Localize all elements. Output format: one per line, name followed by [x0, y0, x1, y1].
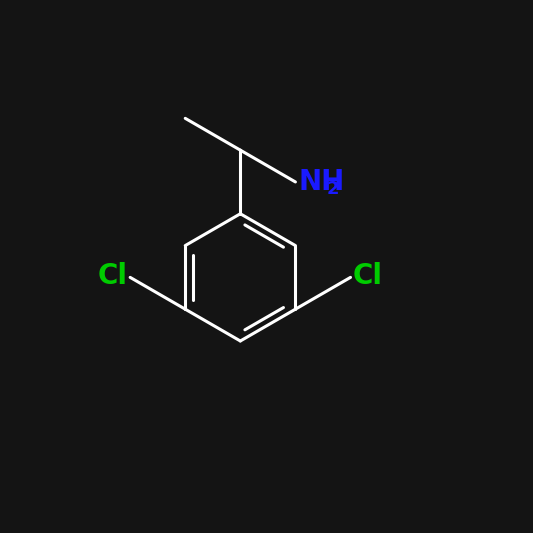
Text: Cl: Cl	[98, 262, 128, 290]
Text: Cl: Cl	[353, 262, 383, 290]
Text: 2: 2	[327, 180, 339, 198]
Text: NH: NH	[298, 168, 345, 196]
